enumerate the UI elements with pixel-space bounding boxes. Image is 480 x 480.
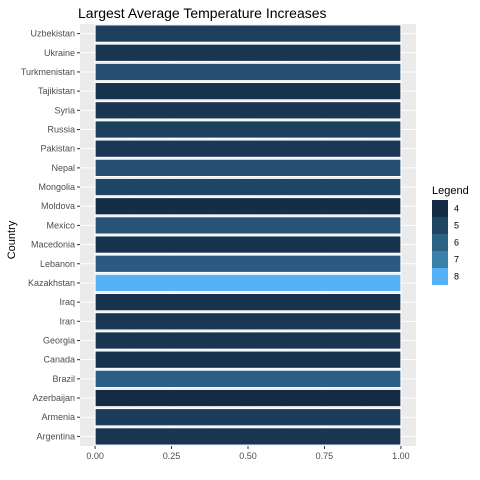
x-tick-label: 0.75 <box>316 451 334 461</box>
bar-georgia <box>94 331 402 350</box>
legend-key <box>432 251 448 268</box>
y-tick-label: Mongolia <box>38 182 75 192</box>
x-tick-label: 1.00 <box>392 451 410 461</box>
legend-items: 4 5 6 7 8 <box>432 200 459 285</box>
x-axis: 0.00 0.25 0.50 0.75 1.00 <box>86 446 410 461</box>
legend-label: 4 <box>454 204 459 214</box>
y-tick-label: Argentina <box>36 431 75 441</box>
y-axis-title: Country <box>6 220 18 259</box>
bar-armenia <box>94 408 402 427</box>
y-tick-label: Tajikistan <box>38 86 75 96</box>
y-tick-label: Nepal <box>51 163 75 173</box>
y-tick-label: Armenia <box>41 412 75 422</box>
legend: Legend 4 5 6 7 8 <box>432 185 469 285</box>
y-tick-label: Kazakhstan <box>28 278 75 288</box>
legend-label: 6 <box>454 238 459 248</box>
bar-mexico <box>94 216 402 235</box>
legend-key <box>432 268 448 285</box>
bar-iraq <box>94 293 402 312</box>
y-tick-label: Mexico <box>46 220 75 230</box>
bar-ukraine <box>94 43 402 62</box>
y-tick-label: Turkmenistan <box>21 67 75 77</box>
y-tick-label: Georgia <box>43 336 75 346</box>
y-tick-label: Azerbaijan <box>32 393 75 403</box>
chart-title: Largest Average Temperature Increases <box>78 5 327 21</box>
legend-key <box>432 217 448 234</box>
bar-azerbaijan <box>94 388 402 408</box>
y-tick-label: Lebanon <box>40 259 75 269</box>
bar-canada <box>94 350 402 369</box>
bar-brazil <box>94 369 402 388</box>
bar-macedonia <box>94 235 402 254</box>
y-axis: Uzbekistan Ukraine Turkmenistan Tajikistan S… <box>21 29 80 441</box>
bar-russia <box>94 120 402 139</box>
y-tick-label: Uzbekistan <box>30 29 75 39</box>
y-tick-label: Moldova <box>41 201 75 211</box>
legend-key <box>432 234 448 251</box>
y-tick-label: Russia <box>47 125 75 135</box>
legend-key <box>432 200 448 217</box>
y-tick-label: Canada <box>43 355 75 365</box>
legend-title: Legend <box>432 185 469 197</box>
y-tick-label: Macedonia <box>31 240 75 250</box>
legend-label: 7 <box>454 255 459 265</box>
y-tick-label: Pakistan <box>40 144 75 154</box>
bar-mongolia <box>94 177 402 197</box>
bar-iran <box>94 312 402 331</box>
bar-nepal <box>94 158 402 177</box>
bar-tajikistan <box>94 82 402 101</box>
bar-moldova <box>94 197 402 216</box>
x-tick-label: 0.50 <box>239 451 257 461</box>
bar-argentina <box>94 427 402 446</box>
bar-syria <box>94 101 402 120</box>
y-tick-label: Brazil <box>52 374 75 384</box>
bar-pakistan <box>94 139 402 158</box>
y-tick-label: Ukraine <box>44 48 75 58</box>
bar-lebanon <box>94 254 402 273</box>
legend-label: 8 <box>454 272 459 282</box>
y-tick-label: Syria <box>54 105 75 115</box>
bar-turkmenistan <box>94 62 402 82</box>
bar-kazakhstan <box>94 273 402 293</box>
bars <box>94 24 402 446</box>
bar-uzbekistan <box>94 24 402 43</box>
x-tick-label: 0.00 <box>86 451 104 461</box>
legend-label: 5 <box>454 221 459 231</box>
y-tick-label: Iran <box>59 316 75 326</box>
y-tick-label: Iraq <box>59 297 75 307</box>
x-tick-label: 0.25 <box>163 451 181 461</box>
